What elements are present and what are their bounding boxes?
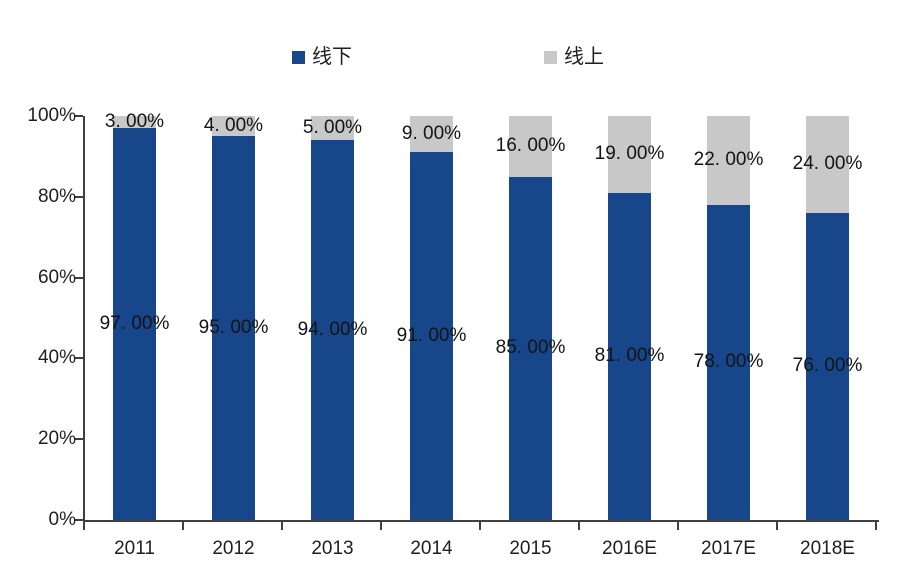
x-tick-label: 2012 [212, 538, 255, 559]
x-axis-tick [479, 522, 481, 530]
x-tick-label: 2015 [509, 538, 552, 559]
y-axis-tick [75, 519, 83, 521]
value-label-online: 5. 00% [302, 117, 363, 139]
y-tick-label: 0% [48, 509, 76, 530]
bar-segment-online [212, 116, 255, 137]
x-axis-line [83, 520, 879, 522]
x-axis-tick [578, 522, 580, 530]
value-label-offline: 76. 00% [792, 355, 863, 377]
y-tick-label: 100% [27, 105, 76, 126]
legend: 线下 线上 [0, 44, 898, 72]
value-label-offline: 97. 00% [99, 313, 170, 335]
bar-segment-online [806, 116, 849, 213]
y-tick-label: 60% [37, 266, 76, 288]
value-label-offline: 78. 00% [693, 351, 764, 373]
bar-segment-offline [509, 176, 552, 520]
y-axis-tick [75, 195, 83, 198]
y-axis-tick [75, 276, 83, 279]
value-label-online: 16. 00% [495, 135, 566, 157]
value-label-offline: 95. 00% [198, 317, 269, 339]
x-tick-label: 2014 [410, 538, 453, 559]
value-label-online: 24. 00% [792, 153, 863, 175]
bar-segment-offline [311, 140, 354, 520]
value-label-offline: 85. 00% [495, 337, 566, 359]
bar-segment-offline [707, 204, 750, 520]
value-label-online: 19. 00% [594, 143, 665, 165]
x-tick-label: 2011 [114, 538, 155, 559]
y-axis-tick [75, 357, 83, 360]
y-axis-tick [75, 115, 83, 117]
value-label-online: 9. 00% [401, 123, 462, 145]
x-axis-tick [281, 522, 283, 530]
online-swatch-icon [544, 50, 557, 64]
bar-segment-offline [212, 136, 255, 520]
y-axis-line [83, 116, 85, 522]
y-tick-label: 80% [37, 185, 76, 207]
bar-segment-offline [608, 192, 651, 520]
bar-segment-offline [806, 212, 849, 520]
value-label-online: 22. 00% [693, 149, 764, 171]
legend-item-online: 线上 [544, 44, 604, 70]
x-tick-label: 2013 [311, 538, 354, 559]
bar-segment-online [113, 116, 156, 129]
legend-label-online: 线上 [564, 46, 604, 68]
x-axis-tick [380, 522, 382, 530]
offline-swatch-icon [292, 50, 305, 64]
bar-segment-online [608, 116, 651, 193]
value-label-online: 4. 00% [203, 115, 264, 137]
x-tick-label: 2017E [701, 538, 756, 559]
y-tick-label: 20% [37, 428, 76, 450]
value-label-offline: 91. 00% [396, 325, 467, 347]
y-axis-tick [75, 438, 83, 441]
x-axis-tick [776, 522, 778, 530]
y-tick-label: 40% [37, 347, 76, 369]
x-axis-tick [875, 522, 877, 530]
x-axis-tick [182, 522, 184, 530]
x-tick-label: 2018E [800, 538, 855, 559]
bar-segment-online [509, 116, 552, 177]
bar-segment-online [410, 116, 453, 153]
bar-segment-online [707, 116, 750, 205]
x-axis-tick [83, 522, 85, 530]
x-tick-label: 2016E [602, 538, 657, 559]
bar-segment-online [311, 116, 354, 141]
value-label-online: 3. 00% [104, 111, 165, 133]
bar-segment-offline [113, 128, 156, 520]
value-label-offline: 81. 00% [594, 345, 665, 367]
bar-segment-offline [410, 152, 453, 520]
x-axis-tick [677, 522, 679, 530]
value-label-offline: 94. 00% [297, 319, 368, 341]
legend-item-offline: 线下 [292, 44, 352, 70]
legend-label-offline: 线下 [312, 46, 352, 68]
